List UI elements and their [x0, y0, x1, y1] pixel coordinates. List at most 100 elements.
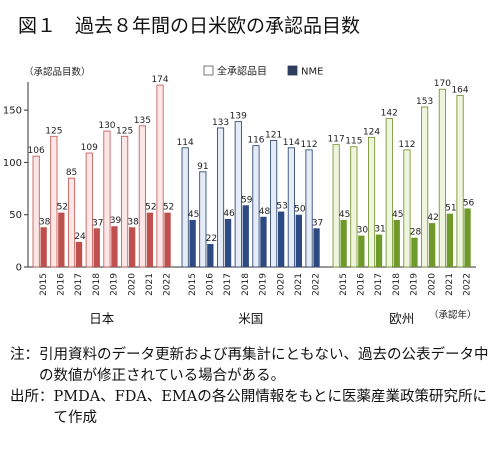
data-label-nme: 37: [92, 218, 103, 228]
y-tick-label: 0: [16, 263, 22, 274]
bar-all: [181, 147, 189, 268]
bar-nme: [111, 226, 118, 267]
x-tick-label: 2015: [339, 273, 349, 296]
bar-all: [121, 135, 129, 268]
data-label-all: 117: [328, 135, 345, 145]
x-tick-label: 2017: [223, 273, 233, 296]
data-label-all: 85: [66, 168, 77, 178]
region-label: 米国: [238, 311, 263, 326]
bar-nme: [446, 213, 453, 267]
bar-all: [367, 136, 376, 268]
data-label-all: 135: [134, 116, 151, 126]
bar-all: [403, 149, 411, 268]
notes: 注： 引用資料のデータ更新および再集計にともない、過去の公表データ中の数値が修正…: [10, 345, 496, 429]
data-label-all: 142: [381, 109, 398, 119]
bar-all: [156, 84, 164, 268]
y-tick-label: 150: [3, 106, 22, 117]
data-label-nme: 38: [39, 217, 51, 227]
data-label-all: 114: [177, 138, 194, 148]
data-label-all: 114: [283, 138, 300, 148]
data-label-nme: 51: [445, 204, 456, 214]
legend-swatch-all: [203, 65, 214, 76]
x-tick-label: 2022: [312, 273, 322, 296]
bar-group: 114 45 2015 91 22 2016 133 46 2017 139 59 2018 116 48…: [177, 112, 324, 326]
bar-all: [103, 130, 111, 268]
data-label-nme: 50: [294, 205, 306, 215]
y-tick-label: 100: [3, 158, 22, 169]
bar-all: [68, 177, 76, 268]
data-label-nme: 22: [206, 234, 217, 244]
bar-nme: [146, 212, 153, 267]
bar-all: [456, 95, 464, 268]
bar-all: [50, 135, 58, 268]
bar-all: [199, 171, 207, 268]
data-label-all: 125: [45, 126, 62, 136]
legend-swatch-nme: [287, 65, 298, 76]
note-text: 引用資料のデータ更新および再集計にともない、過去の公表データ中の数値が修正されて…: [39, 347, 489, 384]
x-tick-label: 2019: [110, 273, 120, 296]
x-tick-label: 2022: [463, 273, 473, 296]
data-label-nme: 48: [259, 207, 271, 217]
chart-title: 図１ 過去８年間の日米欧の承認品目数: [18, 15, 360, 37]
data-label-nme: 52: [163, 203, 174, 213]
x-tick-label: 2016: [357, 273, 367, 296]
legend-label: NME: [301, 67, 323, 78]
x-axis-unit-label: （承認年）: [429, 309, 477, 321]
data-label-nme: 45: [392, 210, 403, 220]
bar-all: [270, 140, 278, 268]
bar-nme: [224, 218, 232, 267]
data-label-all: 112: [398, 140, 415, 150]
bar-group: 117 45 2015 115 30 2016 124 31 2017 142 45 2018 112 2…: [328, 79, 475, 326]
x-tick-label: 2021: [445, 273, 455, 296]
note-row: 注： 引用資料のデータ更新および再集計にともない、過去の公表データ中の数値が修正…: [10, 345, 496, 387]
x-tick-label: 2016: [57, 273, 67, 296]
data-label-nme: 39: [110, 216, 122, 226]
legend-label: 全承認品目: [217, 65, 267, 78]
data-label-all: 124: [363, 127, 380, 137]
x-tick-label: 2020: [276, 273, 286, 296]
bar-nme: [58, 212, 65, 267]
data-label-nme: 45: [339, 210, 350, 220]
data-label-all: 115: [345, 137, 362, 147]
bar-all: [216, 127, 225, 268]
bar-all: [252, 145, 260, 268]
bar-all: [350, 146, 358, 268]
bar-nme: [129, 227, 136, 267]
data-label-all: 121: [265, 130, 282, 140]
data-label-nme: 52: [145, 203, 156, 213]
data-label-all: 174: [151, 75, 168, 85]
data-label-all: 130: [98, 121, 115, 131]
data-label-nme: 31: [374, 225, 385, 235]
data-label-nme: 59: [241, 195, 253, 205]
bar-nme: [429, 223, 436, 267]
data-label-all: 139: [230, 112, 247, 122]
bar-nme: [260, 216, 267, 267]
x-tick-label: 2015: [39, 273, 49, 296]
bar-nme: [189, 219, 196, 267]
data-label-all: 91: [197, 162, 208, 172]
data-label-all: 116: [247, 136, 264, 146]
bar-all: [385, 118, 393, 268]
bar-nme: [278, 211, 285, 267]
data-label-nme: 24: [74, 232, 86, 242]
data-label-all: 164: [451, 86, 468, 96]
bar-nme: [313, 228, 320, 267]
region-label: 日本: [89, 311, 115, 326]
bar-nme: [40, 227, 47, 267]
x-tick-label: 2017: [374, 273, 384, 296]
x-tick-label: 2015: [188, 273, 198, 296]
source-row: 出所： PMDA、FDA、EMAの各公開情報をもとに医薬産業政策研究所にて作成: [10, 387, 496, 429]
bar-nme: [358, 235, 365, 267]
bar-all: [234, 121, 242, 268]
x-tick-label: 2016: [206, 273, 216, 296]
data-label-nme: 28: [410, 228, 422, 238]
bar-nme: [411, 237, 418, 267]
data-label-all: 125: [116, 126, 133, 136]
bar-all: [85, 152, 93, 268]
bar-all: [32, 155, 40, 268]
plot-area: 0 50 100 150 106 38 2015 125 52 2016 85 24 2017 109 37…: [3, 75, 476, 326]
legend: 全承認品目 NME: [203, 65, 323, 78]
data-label-nme: 45: [188, 210, 199, 220]
y-axis-unit-label: （承認品目数）: [24, 66, 91, 78]
bar-nme: [93, 228, 100, 267]
